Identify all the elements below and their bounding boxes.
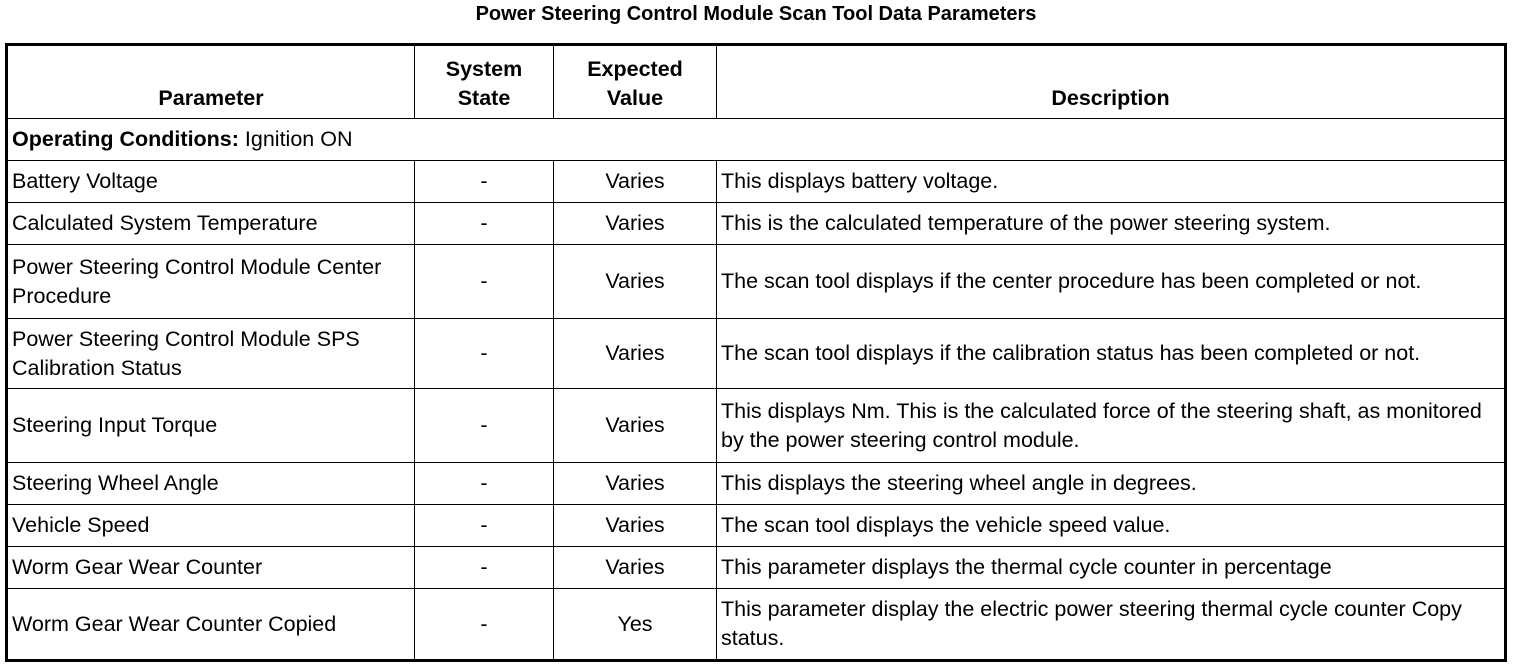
table-row: Battery Voltage - Varies This displays batt… <box>6 160 1506 203</box>
cell-description: The scan tool displays if the calibratio… <box>716 318 1506 389</box>
cell-expected-value: Varies <box>553 202 717 245</box>
header-description: Description <box>716 44 1506 119</box>
header-system-state: System State <box>414 44 554 119</box>
section-value: Ignition ON <box>244 127 353 151</box>
cell-system-state: - <box>414 546 554 589</box>
cell-parameter: Steering Wheel Angle <box>6 462 415 505</box>
cell-description: This parameter display the electric powe… <box>716 588 1506 661</box>
section-label: Operating Conditions: <box>12 127 239 151</box>
table-row: Worm Gear Wear Counter Copied - Yes This pa… <box>6 588 1506 661</box>
section-row: Operating Conditions: Ignition ON <box>6 118 1506 161</box>
table-row: Power Steering Control Module SPS Calibr… <box>6 318 1506 389</box>
header-expected-value: Expected Value <box>553 44 717 119</box>
page-title: Power Steering Control Module Scan Tool … <box>475 3 1037 25</box>
cell-system-state: - <box>414 318 554 389</box>
cell-system-state: - <box>414 202 554 245</box>
cell-parameter: Power Steering Control Module SPS Calibr… <box>6 318 415 389</box>
cell-parameter: Calculated System Temperature <box>6 202 415 245</box>
cell-description: This is the calculated temperature of th… <box>716 202 1506 245</box>
cell-expected-value: Varies <box>553 462 717 505</box>
table-row: Vehicle Speed - Varies The scan tool displa… <box>6 504 1506 547</box>
cell-system-state: - <box>414 388 554 463</box>
table-row: Calculated System Temperature - Varies This… <box>6 202 1506 245</box>
cell-description: This displays battery voltage. <box>716 160 1506 203</box>
cell-description: This displays the steering wheel angle i… <box>716 462 1506 505</box>
header-row: Parameter System State Expected Value De… <box>6 44 1506 119</box>
cell-parameter: Steering Input Torque <box>6 388 415 463</box>
cell-system-state: - <box>414 588 554 661</box>
cell-expected-value: Varies <box>553 160 717 203</box>
table-row: Steering Input Torque - Varies This display… <box>6 388 1506 463</box>
cell-parameter: Worm Gear Wear Counter Copied <box>6 588 415 661</box>
operating-conditions: Operating Conditions: Ignition ON <box>6 118 1506 161</box>
cell-parameter: Battery Voltage <box>6 160 415 203</box>
cell-system-state: - <box>414 504 554 547</box>
cell-description: The scan tool displays the vehicle speed… <box>716 504 1506 547</box>
cell-parameter: Vehicle Speed <box>6 504 415 547</box>
cell-description: This parameter displays the thermal cycl… <box>716 546 1506 589</box>
cell-expected-value: Varies <box>553 504 717 547</box>
cell-system-state: - <box>414 244 554 319</box>
cell-expected-value: Varies <box>553 388 717 463</box>
cell-expected-value: Varies <box>553 244 717 319</box>
cell-parameter: Power Steering Control Module Center Pro… <box>6 244 415 319</box>
cell-expected-value: Varies <box>553 546 717 589</box>
cell-description: The scan tool displays if the center pro… <box>716 244 1506 319</box>
header-parameter: Parameter <box>6 44 415 119</box>
cell-expected-value: Varies <box>553 318 717 389</box>
cell-expected-value: Yes <box>553 588 717 661</box>
table-row: Worm Gear Wear Counter - Varies This parame… <box>6 546 1506 589</box>
table-row: Power Steering Control Module Center Pro… <box>6 244 1506 319</box>
cell-parameter: Worm Gear Wear Counter <box>6 546 415 589</box>
cell-system-state: - <box>414 160 554 203</box>
cell-description: This displays Nm. This is the calculated… <box>716 388 1506 463</box>
table-row: Steering Wheel Angle - Varies This displays… <box>6 462 1506 505</box>
cell-system-state: - <box>414 462 554 505</box>
scan-tool-data-table: Parameter System State Expected Value De… <box>5 43 1507 662</box>
